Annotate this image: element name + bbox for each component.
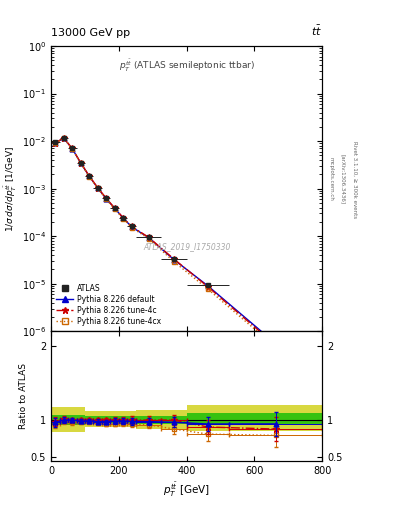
Text: $t\bar{t}$: $t\bar{t}$ — [311, 24, 322, 37]
Legend: ATLAS, Pythia 8.226 default, Pythia 8.226 tune-4c, Pythia 8.226 tune-4cx: ATLAS, Pythia 8.226 default, Pythia 8.22… — [55, 283, 163, 327]
Y-axis label: $1/\sigma\,d\sigma/dp_T^{t\bar{t}}$ [1/GeV]: $1/\sigma\,d\sigma/dp_T^{t\bar{t}}$ [1/G… — [3, 146, 19, 231]
Text: $p_T^{t\bar{t}}$ (ATLAS semileptonic ttbar): $p_T^{t\bar{t}}$ (ATLAS semileptonic ttb… — [119, 57, 255, 74]
Text: ATLAS_2019_I1750330: ATLAS_2019_I1750330 — [143, 242, 230, 251]
Text: 13000 GeV pp: 13000 GeV pp — [51, 28, 130, 37]
Text: mcplots.cern.ch: mcplots.cern.ch — [328, 157, 333, 201]
Y-axis label: Ratio to ATLAS: Ratio to ATLAS — [19, 363, 28, 429]
Text: [arXiv:1306.3436]: [arXiv:1306.3436] — [340, 154, 345, 204]
X-axis label: $p_T^{t\bar{t}}$ [GeV]: $p_T^{t\bar{t}}$ [GeV] — [163, 481, 210, 500]
Text: Rivet 3.1.10, ≥ 300k events: Rivet 3.1.10, ≥ 300k events — [352, 141, 357, 218]
